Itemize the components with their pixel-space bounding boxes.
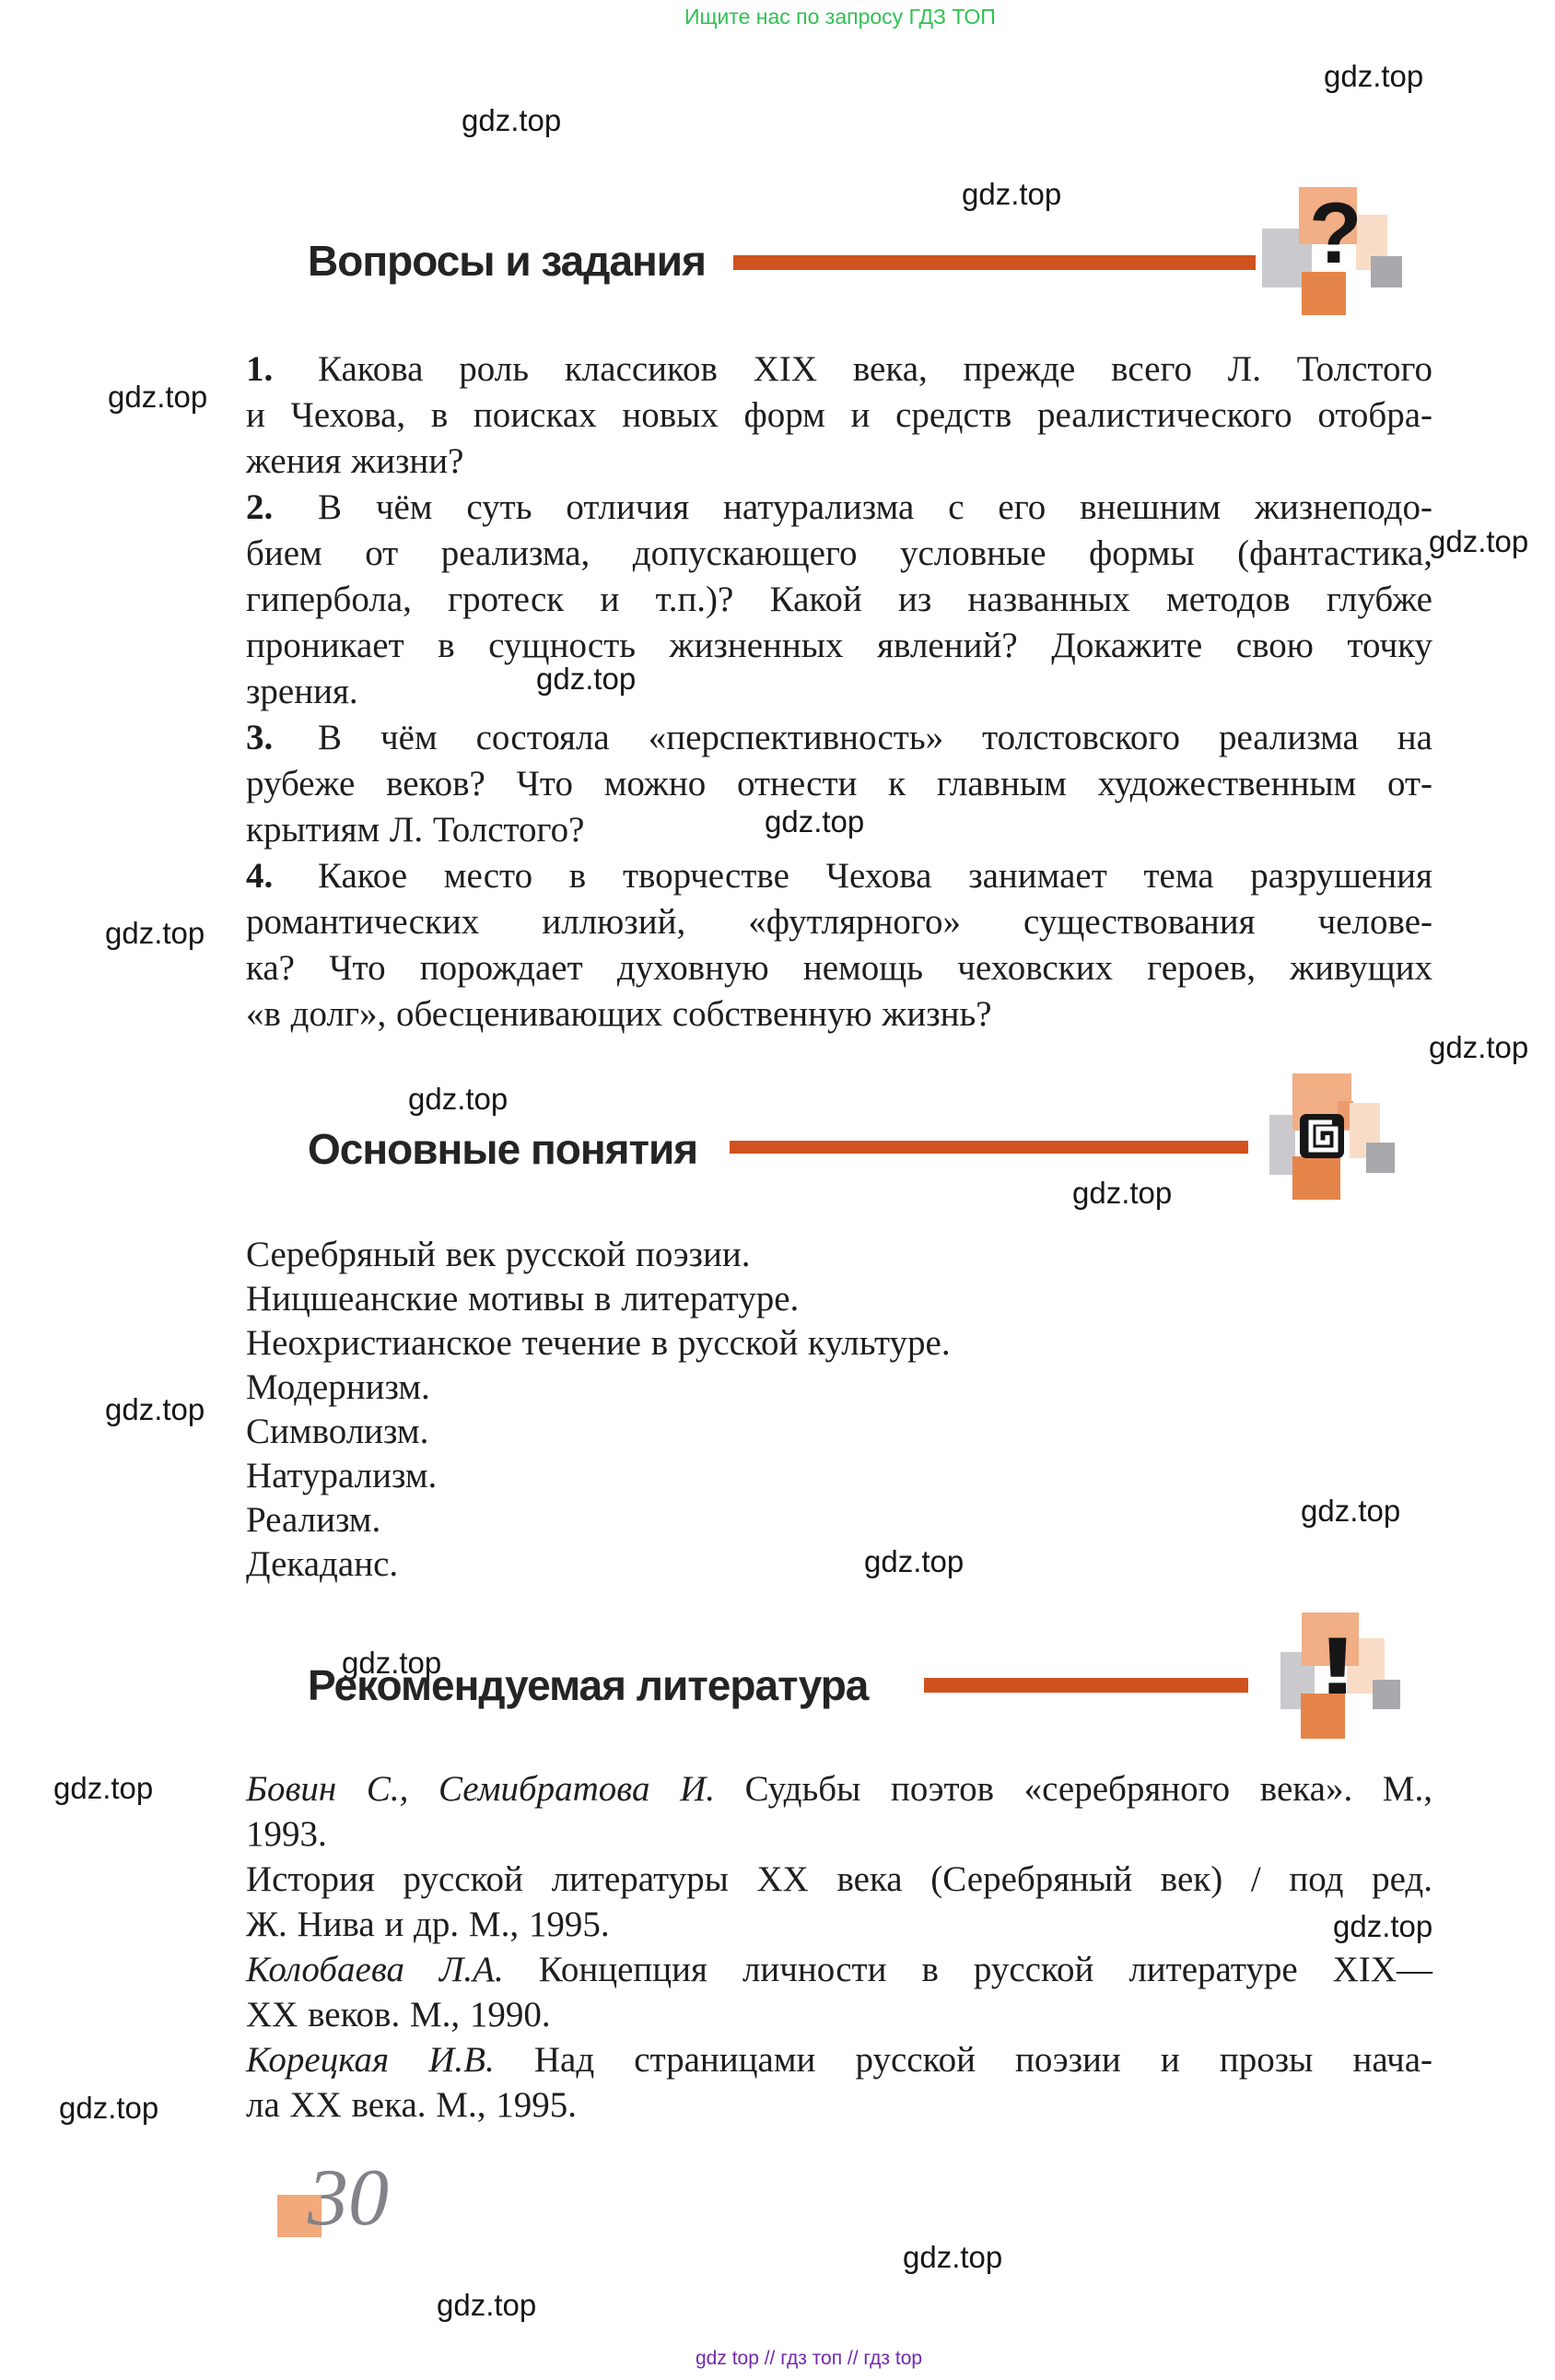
literature-heading: Рекомендуемая литература <box>308 1661 869 1709</box>
author: Бовин С., Семибратова И. <box>246 1769 715 1809</box>
literature-entry: Бовин С., Семибратова И. Судьбы поэтов «… <box>246 1769 1432 1809</box>
page-number: 30 <box>308 2153 389 2243</box>
concept-item: Реализм. <box>246 1500 381 1540</box>
watermark: gdz.top <box>408 1082 509 1116</box>
watermark: gdz.top <box>53 1771 154 1805</box>
watermark: gdz.top <box>536 662 637 696</box>
question-line: бием от реализма, допускающего условные … <box>246 533 1432 573</box>
watermark: gdz.top <box>462 103 562 137</box>
question-line: В чём суть отличия натурализма с его вне… <box>318 487 1432 527</box>
question-glyph: ? <box>1309 184 1362 281</box>
spiral-glyph <box>1300 1114 1344 1158</box>
question-number: 2. <box>246 487 274 527</box>
literature-list: Бовин С., Семибратова И. Судьбы поэтов «… <box>246 1766 1432 2128</box>
watermark: gdz.top <box>1333 1909 1433 1943</box>
heading-rule <box>733 255 1256 270</box>
literature-entry-line: ла XX века. М., 1995. <box>246 2085 577 2125</box>
watermark: gdz.top <box>1072 1176 1173 1210</box>
question-line: Какова роль классиков XIX века, прежде в… <box>318 349 1432 389</box>
watermark: gdz.top <box>105 1392 205 1426</box>
literature-entry: История русской литературы XX века (Сере… <box>246 1859 1432 1899</box>
watermark: gdz.top <box>903 2240 1003 2274</box>
concept-item: Символизм. <box>246 1412 429 1451</box>
heading-rule <box>730 1141 1248 1154</box>
watermark: gdz.top <box>59 2091 159 2125</box>
question-line: романтических иллюзий, «футлярного» суще… <box>246 902 1432 942</box>
heading-rule <box>924 1678 1248 1693</box>
concept-item: Модернизм. <box>246 1367 430 1407</box>
question-number: 4. <box>246 856 274 896</box>
question-line: рубеже веков? Что можно отнести к главны… <box>246 764 1432 803</box>
footer-note: gdz top // гдз топ // гдз top <box>696 2348 923 2369</box>
concept-item: Ницшеанские мотивы в литературе. <box>246 1279 800 1319</box>
exclamation-glyph: ! <box>1317 1620 1358 1711</box>
promo-banner: Ищите нас по запросу ГДЗ ТОП <box>684 5 996 29</box>
literature-entry-line: Ж. Нива и др. М., 1995. <box>246 1905 610 1944</box>
watermark: gdz.top <box>1324 59 1424 93</box>
question-line: «в долг», обесценивающих собственную жиз… <box>246 994 992 1034</box>
concept-item: Декаданс. <box>246 1544 399 1584</box>
question-number: 1. <box>246 349 274 389</box>
watermark: gdz.top <box>1429 524 1529 558</box>
question-line: и Чехова, в поисках новых форм и средств… <box>246 395 1432 435</box>
author: Колобаева Л.А. <box>246 1950 504 1989</box>
watermark: gdz.top <box>437 2288 537 2322</box>
question-line: крытиям Л. Толстого? <box>246 810 585 850</box>
question-line: Какое место в творчестве Чехова занимает… <box>318 856 1432 896</box>
watermark: gdz.top <box>105 916 205 950</box>
concept-item: Натурализм. <box>246 1456 438 1495</box>
question-line: гипербола, гротеск и т.п.)? Какой из наз… <box>246 580 1432 619</box>
watermark: gdz.top <box>765 804 865 838</box>
literature-entry-line: 1993. <box>246 1814 327 1854</box>
questions-text: 1. Какова роль классиков XIX века, прежде… <box>246 346 1432 1038</box>
concept-item: Неохристианское течение в русской культу… <box>246 1323 951 1363</box>
question-line: зрения. <box>246 672 358 711</box>
literature-entry: Корецкая И.В. Над страницами русской поэ… <box>246 2040 1432 2080</box>
question-line: ка? Что порождает духовную немощь чеховс… <box>246 948 1432 988</box>
watermark: gdz.top <box>1429 1030 1529 1064</box>
concepts-list: Серебряный век русской поэзии. Ницшеанск… <box>246 1233 1432 1587</box>
question-line: жения жизни? <box>246 441 464 481</box>
question-line: В чём состояла «перспективность» толстов… <box>318 718 1432 757</box>
author: Корецкая И.В. <box>246 2040 495 2080</box>
concept-item: Серебряный век русской поэзии. <box>246 1235 751 1274</box>
literature-entry-line: XX веков. М., 1990. <box>246 1995 551 2034</box>
question-line: проникает в сущность жизненных явлений? … <box>246 626 1432 665</box>
literature-entry: Колобаева Л.А. Концепция личности в русс… <box>246 1950 1432 1989</box>
question-number: 3. <box>246 718 274 757</box>
watermark: gdz.top <box>108 380 208 414</box>
watermark: gdz.top <box>1301 1494 1401 1528</box>
watermark: gdz.top <box>962 177 1062 211</box>
questions-heading: Вопросы и задания <box>308 237 707 285</box>
watermark: gdz.top <box>864 1544 965 1578</box>
concepts-heading: Основные понятия <box>308 1125 698 1173</box>
watermark: gdz.top <box>342 1646 442 1680</box>
page-number-square <box>277 2195 322 2237</box>
